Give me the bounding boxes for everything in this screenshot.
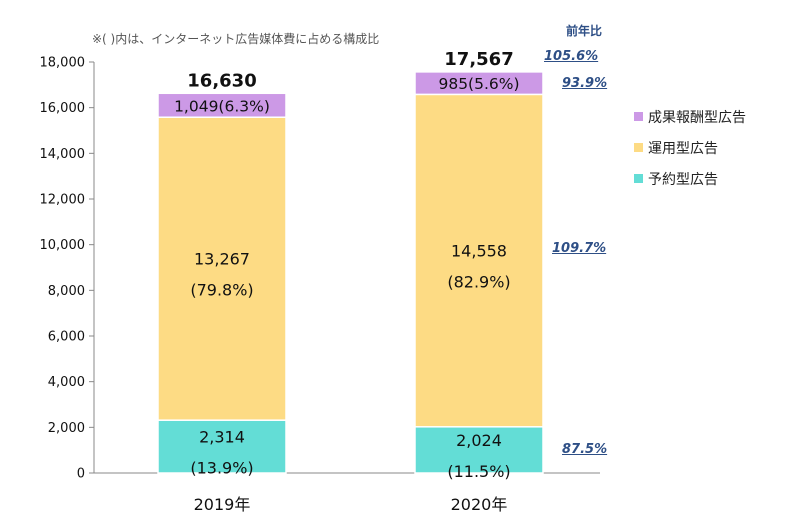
- y-tick-label: 14,000: [40, 147, 86, 162]
- bar-segment-performance: [414, 71, 544, 96]
- legend-swatch-performance: [634, 112, 643, 121]
- y-tick-label: 8,000: [48, 284, 85, 299]
- y-tick-label: 6,000: [48, 330, 85, 345]
- bar-share-label: (11.5%): [447, 462, 510, 481]
- bar-value-label: 2,024: [456, 431, 502, 450]
- yoy-total: 105.6%: [544, 49, 599, 64]
- y-tick-label: 10,000: [40, 238, 86, 253]
- legend-swatch-reserved: [634, 174, 643, 183]
- bar-segment-reserved: [414, 426, 544, 474]
- bar-total-label: 17,567: [444, 49, 513, 70]
- bar-total-label: 16,630: [187, 70, 256, 91]
- bar-value-label: 13,267: [194, 250, 250, 269]
- x-tick-label: 2020年: [451, 495, 508, 514]
- legend-swatch-programmatic: [634, 143, 643, 152]
- y-tick-label: 16,000: [40, 101, 86, 116]
- chart-note: ※( )内は、インターネット広告媒体費に占める構成比: [92, 32, 380, 46]
- legend-item-performance: 成果報酬型広告: [634, 106, 746, 127]
- bar-segment-programmatic: [414, 93, 544, 428]
- yoy-programmatic: 109.7%: [552, 241, 607, 256]
- y-tick-label: 18,000: [40, 56, 86, 71]
- bar-value-label: 14,558: [451, 242, 507, 261]
- bar-value-label: 1,049(6.3%): [174, 97, 270, 115]
- bar-share-label: (82.9%): [447, 273, 510, 292]
- legend-label-performance: 成果報酬型広告: [648, 109, 746, 126]
- bar-value-label: 985(5.6%): [438, 75, 519, 93]
- yoy-reserved: 87.5%: [562, 442, 608, 457]
- y-tick-label: 12,000: [40, 193, 86, 208]
- bar-segment-performance: [157, 92, 287, 118]
- bar-segment-reserved: [157, 419, 287, 474]
- bar-segment-programmatic: [157, 116, 287, 421]
- yoy-performance: 93.9%: [562, 76, 608, 91]
- yoy-title: 前年比: [566, 24, 603, 38]
- legend-item-programmatic: 運用型広告: [634, 137, 746, 158]
- x-tick-label: 2019年: [194, 495, 251, 514]
- y-tick-label: 0: [77, 467, 85, 482]
- legend-label-programmatic: 運用型広告: [648, 140, 718, 157]
- legend-label-reserved: 予約型広告: [648, 171, 718, 188]
- legend-item-reserved: 予約型広告: [634, 168, 746, 189]
- bar-share-label: (13.9%): [190, 459, 253, 478]
- bar-share-label: (79.8%): [190, 281, 253, 300]
- y-tick-label: 4,000: [48, 375, 85, 390]
- bar-value-label: 2,314: [199, 428, 245, 447]
- y-tick-label: 2,000: [48, 421, 85, 436]
- chart-legend: 成果報酬型広告 運用型広告 予約型広告: [634, 106, 746, 199]
